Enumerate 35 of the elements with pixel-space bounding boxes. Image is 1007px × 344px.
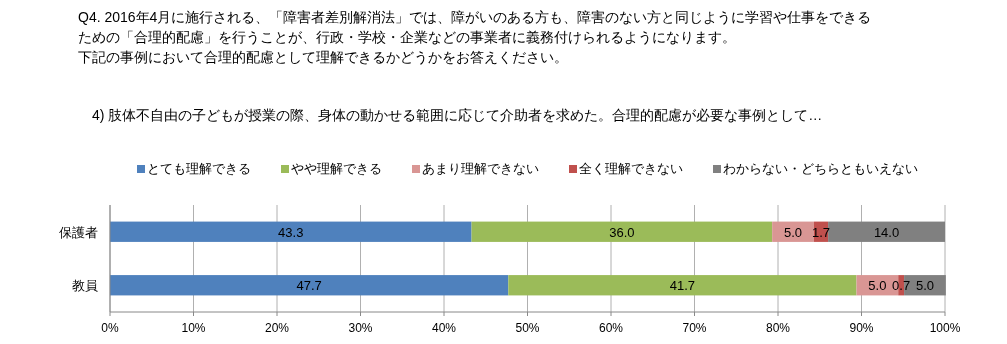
y-tick-label: 教員	[72, 278, 98, 294]
x-tick-label: 0%	[101, 321, 119, 335]
legend-label: 全く理解できない	[579, 161, 683, 176]
x-tick-label: 50%	[515, 321, 540, 335]
x-tick-label: 100%	[929, 321, 961, 335]
data-label: 36.0	[609, 224, 635, 240]
x-tick-label: 90%	[849, 321, 874, 335]
legend-label: とても理解できる	[147, 161, 251, 176]
bar	[828, 221, 945, 242]
y-tick-label: 保護者	[59, 224, 98, 240]
x-tick-label: 80%	[765, 321, 791, 335]
data-label: 41.7	[669, 278, 696, 294]
x-tick-label: 30%	[348, 321, 373, 335]
bar	[471, 221, 773, 242]
x-tick-label: 60%	[598, 321, 624, 335]
legend-label: やや理解できる	[291, 161, 382, 176]
chart-title: Q4. 2016年4月に施行される、「障害者差別解消法」では、障がいのある方も、障害のない方と同じように学習や仕事をできるための「合理的配慮」を行うことが、行政・学校・企業などの事業者に義務付けられるようになります。下記の事例において合理的配慮として理解できるかどうかをお答えください。	[78, 9, 872, 65]
data-label: 0.7	[892, 278, 911, 294]
data-label: 14.0	[873, 224, 900, 240]
data-label: 5.0	[783, 224, 803, 240]
x-tick-label: 70%	[682, 321, 707, 335]
legend-label: わからない・どちらともいえない	[723, 161, 918, 176]
data-label: 1.7	[811, 224, 831, 240]
x-tick-label: 10%	[181, 321, 206, 335]
data-label: 47.7	[296, 278, 322, 294]
x-tick-label: 20%	[264, 321, 290, 335]
data-label: 5.0	[868, 278, 887, 294]
chart-subtitle: 4) 肢体不自由の子どもが授業の際、身体の動かせる範囲に応じて介助者を求めた。合理的配慮が必要な事例として…	[92, 107, 823, 123]
bar	[508, 275, 857, 296]
bar	[110, 221, 472, 242]
x-tick-label: 40%	[431, 321, 457, 335]
bar	[110, 275, 509, 296]
data-label: 43.3	[278, 224, 304, 240]
data-label: 5.0	[915, 278, 934, 294]
legend-label: あまり理解できない	[422, 161, 539, 176]
